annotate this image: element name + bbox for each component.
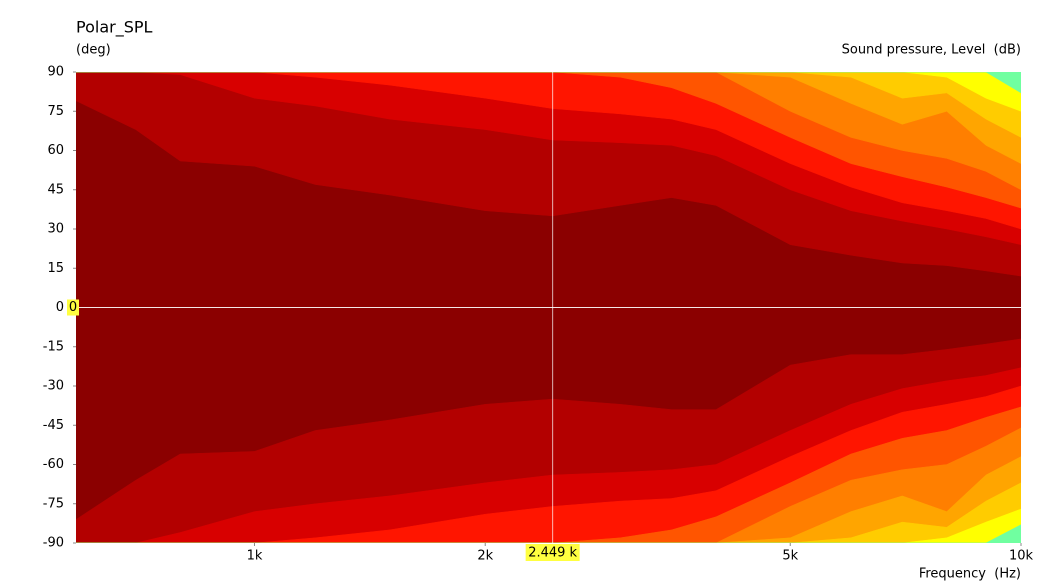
y-tick-label: 60 [47, 143, 64, 158]
y-tick-label: 30 [47, 222, 64, 237]
y-tick-label: -45 [43, 418, 64, 433]
y-tick-label: -60 [43, 457, 64, 472]
x-axis-label: Frequency (Hz) [919, 567, 1021, 582]
y-tick-label: 45 [47, 182, 64, 197]
contour-band [76, 427, 1021, 543]
cursor-y-label-bg [67, 299, 79, 316]
legend-label: Sound pressure, Level (dB) [842, 43, 1021, 58]
y-tick-label: 90 [47, 65, 64, 80]
y-tick-label: -15 [43, 339, 64, 354]
contour-band [76, 508, 1021, 543]
x-tick-label: 2k [477, 549, 493, 564]
contour-band [76, 72, 1021, 138]
contour-band [76, 72, 1021, 112]
y-tick-label: 15 [47, 261, 64, 276]
y-axis-label: (deg) [76, 43, 111, 58]
y-tick-label: -75 [43, 496, 64, 511]
cursor-y-label: 0 [69, 300, 77, 315]
x-tick-label: 10k [1009, 549, 1034, 564]
x-tick-label: 1k [247, 549, 263, 564]
y-tick-label: 0 [56, 300, 64, 315]
cursor-x-label: 2.449 k [528, 546, 577, 561]
cursor-x-label-bg [525, 544, 580, 561]
overlay: 90 75 60 45 30 15 0 -15 -30 -45 -60 -75 -90 1k 2k 5k 10k… [43, 65, 1034, 564]
y-tick-label: 75 [47, 104, 64, 119]
contour-band [76, 482, 1021, 543]
chart-title: Polar_SPL [76, 18, 153, 38]
y-tick-label: -90 [43, 536, 64, 551]
x-tick-label: 5k [782, 549, 798, 564]
y-tick-label: -30 [43, 379, 64, 394]
contour-band [76, 72, 1021, 191]
